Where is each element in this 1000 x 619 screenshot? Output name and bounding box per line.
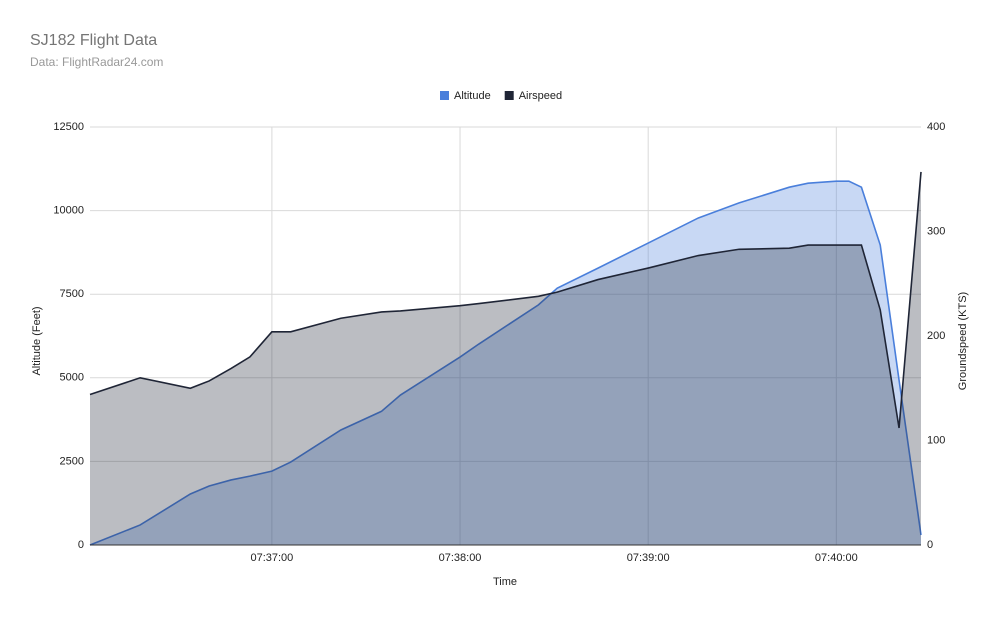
y-axis-title: Altitude (Feet)	[31, 306, 43, 375]
area-line	[89, 171, 922, 429]
chart-subtitle: Data: FlightRadar24.com	[30, 55, 163, 69]
legend-label: Airspeed	[519, 90, 562, 102]
area-fill	[90, 181, 921, 546]
y-tick-label: 7500	[60, 288, 84, 300]
y2-tick-label: 200	[927, 330, 945, 342]
x-tick-label: 07:40:00	[815, 552, 858, 564]
x-axis-title: Time	[493, 576, 517, 588]
x-tick-label: 07:38:00	[439, 552, 482, 564]
y-tick-label: 0	[78, 539, 84, 551]
legend-label: Altitude	[454, 90, 491, 102]
legend-swatch	[440, 91, 449, 100]
y2-tick-label: 400	[927, 121, 945, 133]
legend-swatch	[504, 91, 514, 100]
x-tick-label: 07:39:00	[627, 552, 670, 564]
y2-tick-label: 100	[927, 434, 945, 446]
x-tick-label: 07:37:00	[250, 552, 293, 564]
y2-tick-label: 300	[927, 225, 945, 237]
y2-tick-label: 0	[927, 539, 933, 551]
chart-title: SJ182 Flight Data	[30, 32, 157, 49]
y2-axis-title: Groundspeed (KTS)	[957, 292, 969, 390]
y-tick-label: 10000	[53, 205, 84, 217]
area-fill	[90, 171, 921, 545]
y-tick-label: 12500	[53, 121, 84, 133]
y-tick-label: 2500	[60, 455, 84, 467]
y-tick-label: 5000	[60, 372, 84, 384]
area-line	[89, 180, 922, 546]
